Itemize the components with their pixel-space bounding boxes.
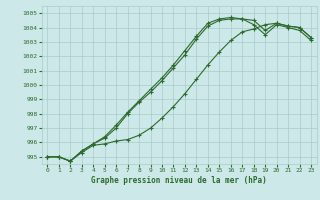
X-axis label: Graphe pression niveau de la mer (hPa): Graphe pression niveau de la mer (hPa) [91, 176, 267, 185]
